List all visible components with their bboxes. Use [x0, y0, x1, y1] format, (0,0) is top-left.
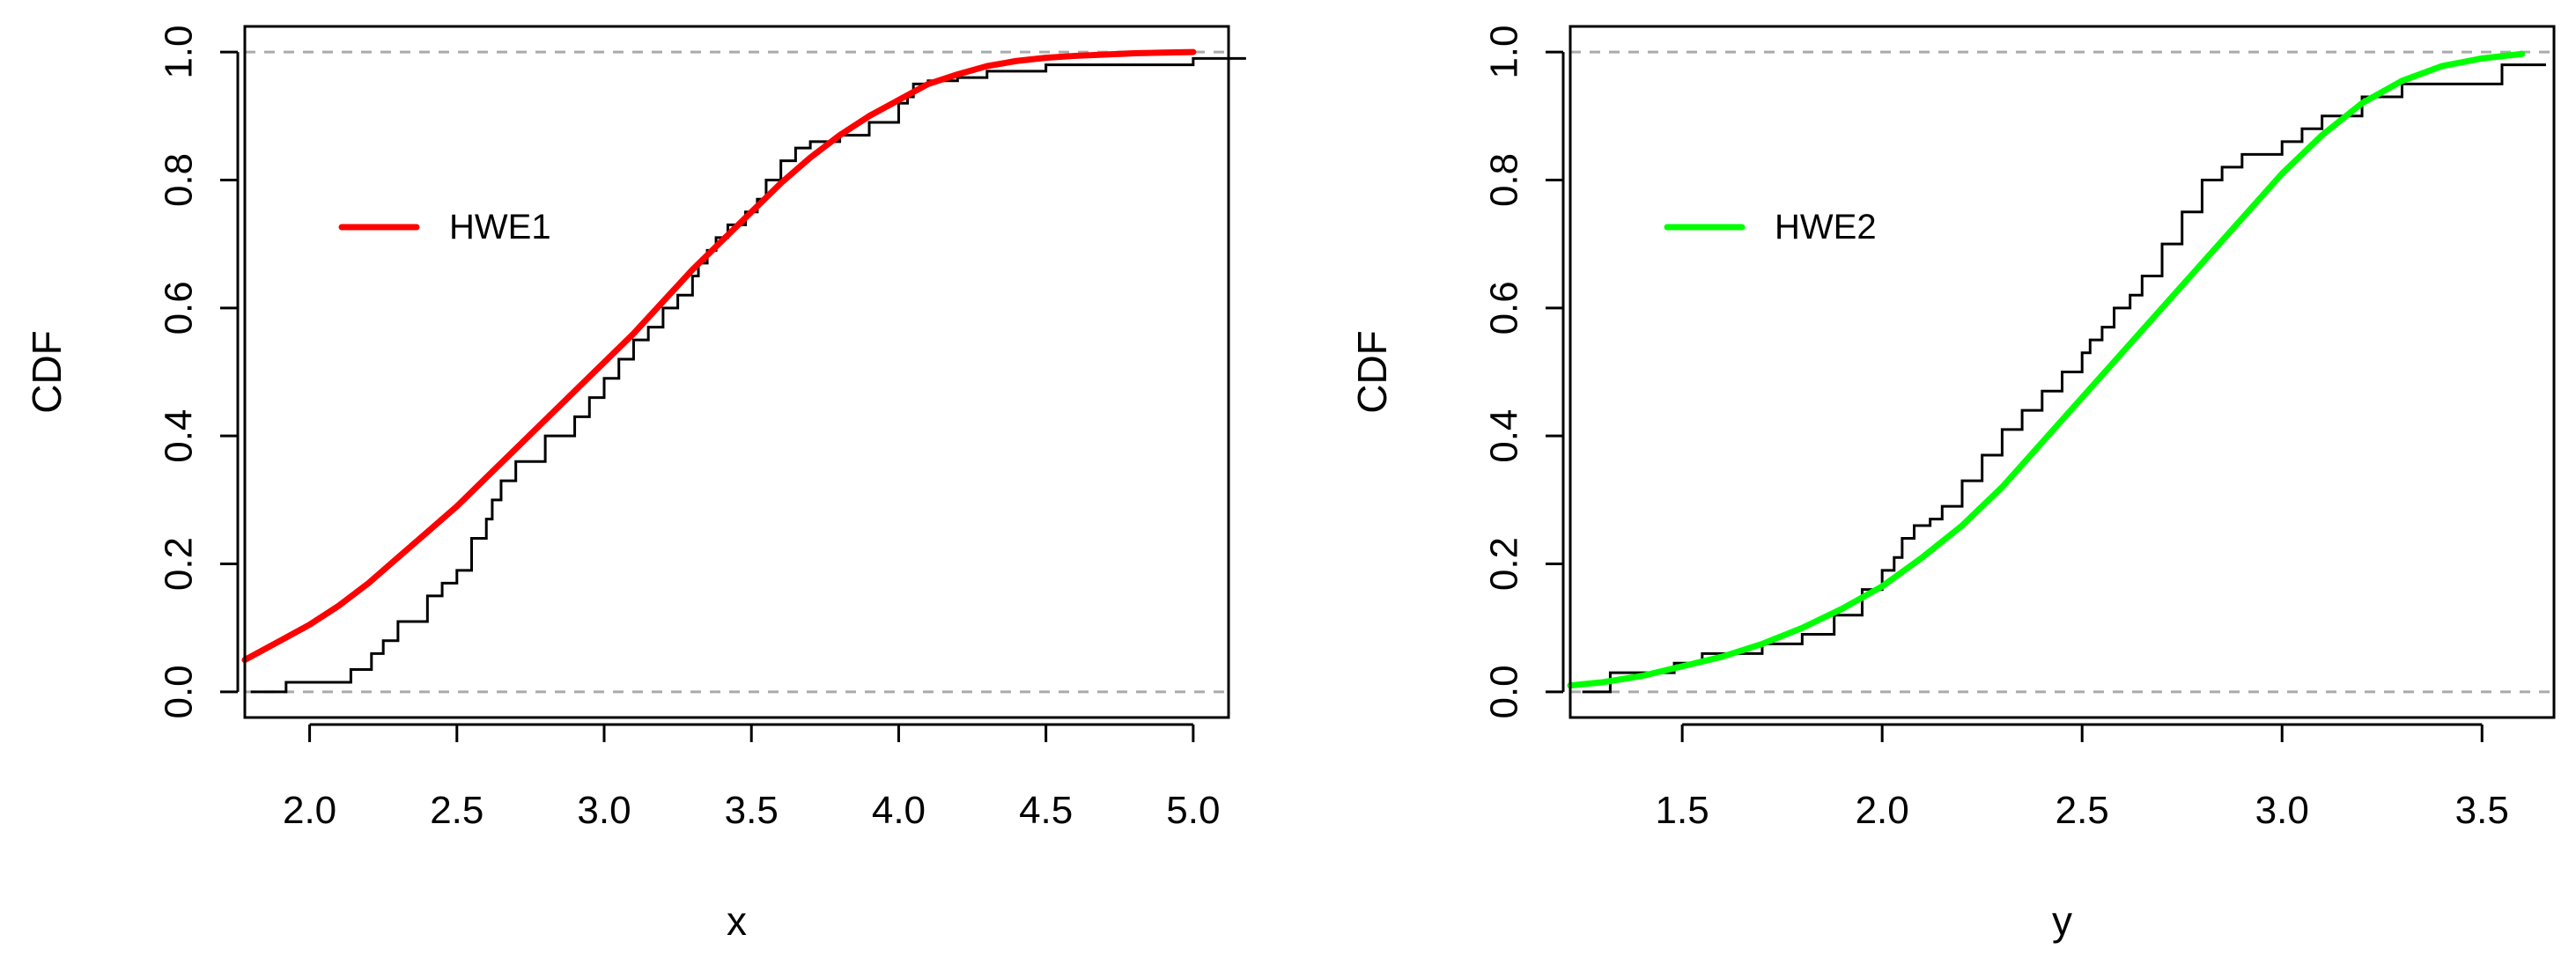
series-line-hwe1 — [241, 48, 1197, 664]
y-axis-title: CDF — [24, 330, 70, 414]
y-tick-label: 0.0 — [1483, 665, 1526, 718]
y-tick-label: 0.0 — [158, 665, 201, 718]
legend-label: HWE2 — [1775, 208, 1877, 247]
series-line-hwe2 — [1567, 50, 2526, 689]
x-tick-label: 2.0 — [1856, 789, 1909, 832]
y-tick-label: 0.8 — [158, 153, 201, 207]
y-tick-label: 1.0 — [1483, 25, 1526, 78]
legend-label: HWE1 — [449, 208, 551, 247]
empirical-cdf-line — [250, 56, 1246, 694]
y-axis-title: CDF — [1349, 330, 1395, 414]
plot-frame — [1568, 25, 2556, 719]
y-tick-label: 0.6 — [1483, 281, 1526, 335]
y-tick-label: 1.0 — [158, 25, 201, 78]
x-tick-label: 2.0 — [283, 789, 336, 832]
y-tick-label: 0.8 — [1483, 153, 1526, 207]
y-tick-label: 0.2 — [158, 537, 201, 591]
x-tick-label: 2.5 — [430, 789, 483, 832]
chart-panel-x: 2.0 2.5 3.0 3.5 4.0 4.5 5.0 0.0 0.2 0.4 0.6 0.8 1.0 x… — [24, 25, 1246, 944]
y-tick-label: 0.2 — [1483, 537, 1526, 591]
x-tick-label: 3.5 — [725, 789, 779, 832]
x-tick-label: 4.5 — [1019, 789, 1073, 832]
x-tick-label: 3.0 — [2255, 789, 2309, 832]
plot-frame — [243, 25, 1230, 719]
x-tick-label: 3.0 — [577, 789, 631, 832]
empirical-cdf-line — [1582, 63, 2546, 694]
chart-panel-y: 1.5 2.0 2.5 3.0 3.5 0.0 0.2 0.4 0.6 0.8 1.0 y CDF HWE… — [1349, 25, 2556, 944]
x-tick-label: 3.5 — [2455, 789, 2509, 832]
x-tick-label: 5.0 — [1166, 789, 1220, 832]
y-tick-label: 0.6 — [158, 281, 201, 335]
y-tick-label: 0.4 — [158, 409, 201, 463]
x-tick-label: 4.0 — [872, 789, 926, 832]
x-axis-title: y — [2052, 898, 2072, 944]
x-axis-title: x — [727, 898, 747, 944]
y-tick-label: 0.4 — [1483, 409, 1526, 463]
x-tick-label: 2.5 — [2056, 789, 2109, 832]
x-tick-label: 1.5 — [1656, 789, 1709, 832]
